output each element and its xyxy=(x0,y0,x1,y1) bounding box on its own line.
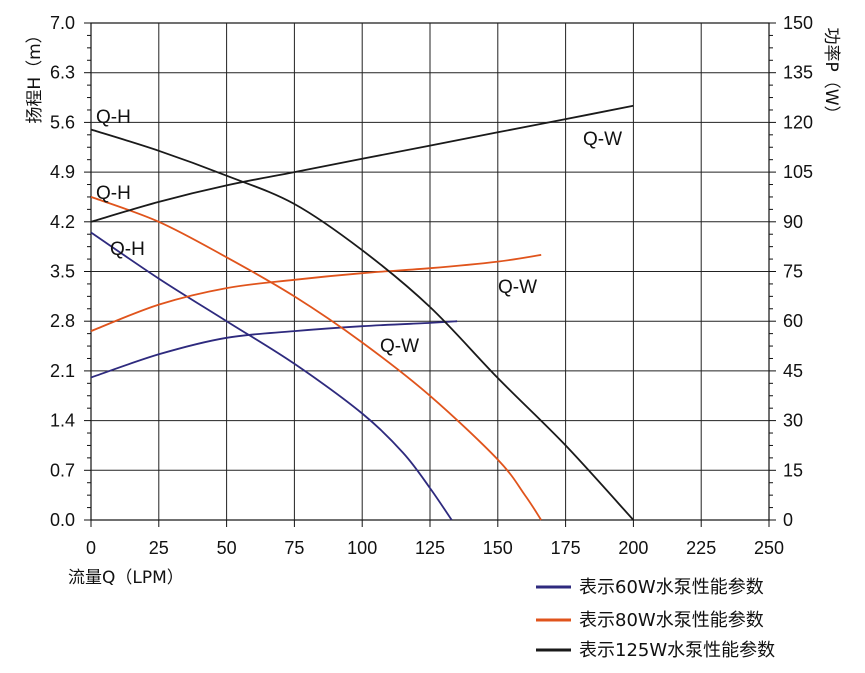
y-tick-label-left: 2.8 xyxy=(50,311,75,331)
x-tick-label: 150 xyxy=(483,538,513,558)
qh-label-60w: Q-H xyxy=(110,239,145,260)
y-tick-label-right: 60 xyxy=(783,311,803,331)
y-tick-label-left: 0.7 xyxy=(50,460,75,480)
y-tick-label-right: 105 xyxy=(783,162,813,182)
y-tick-label-right: 135 xyxy=(783,63,813,83)
x-axis-title: 流量Q（LPM） xyxy=(68,568,184,588)
y-axis-title-left: 扬程H（m） xyxy=(25,26,45,123)
axis-ticks: 0 25 50 75 100 125 150 175 200 225 250 0.0 0 0.7 15 1.4… xyxy=(50,13,813,558)
qw-curve-80w xyxy=(90,254,542,332)
y-axis-title-right: 功率P（W） xyxy=(821,27,841,122)
qh-curve-125w xyxy=(90,128,635,521)
y-tick-label-left: 5.6 xyxy=(50,112,75,132)
y-tick-label-right: 45 xyxy=(783,361,803,381)
legend-label-80w: 表示80W水泵性能参数 xyxy=(579,610,764,631)
qh-label-80w: Q-H xyxy=(96,183,131,204)
series-curves xyxy=(90,104,635,521)
x-tick-label: 50 xyxy=(217,538,237,558)
qw-label-80w: Q-W xyxy=(498,277,537,298)
qh-label-125w: Q-H xyxy=(96,107,131,128)
y-tick-label-right: 75 xyxy=(783,262,803,282)
y-tick-label-left: 2.1 xyxy=(50,361,75,381)
x-tick-label: 125 xyxy=(415,538,445,558)
legend-label-125w: 表示125W水泵性能参数 xyxy=(579,640,775,661)
x-tick-label: 250 xyxy=(754,538,784,558)
x-tick-label: 75 xyxy=(284,538,304,558)
legend: 表示60W水泵性能参数 表示80W水泵性能参数 表示125W水泵性能参数 xyxy=(536,577,775,661)
y-tick-label-left: 6.3 xyxy=(50,63,75,83)
x-tick-label: 225 xyxy=(686,538,716,558)
y-tick-label-right: 150 xyxy=(783,13,813,33)
y-tick-label-left: 4.9 xyxy=(50,162,75,182)
x-tick-label: 100 xyxy=(347,538,377,558)
x-tick-label: 175 xyxy=(551,538,581,558)
y-tick-label-left: 7.0 xyxy=(50,13,75,33)
y-tick-label-right: 30 xyxy=(783,411,803,431)
qh-curve-80w xyxy=(90,196,542,521)
qw-curve-125w xyxy=(90,104,634,223)
x-tick-label: 200 xyxy=(618,538,648,558)
y-tick-label-right: 15 xyxy=(783,460,803,480)
y-tick-label-left: 3.5 xyxy=(50,262,75,282)
x-tick-label: 0 xyxy=(86,538,96,558)
qw-label-60w: Q-W xyxy=(380,336,419,357)
qw-curve-60w xyxy=(90,320,458,379)
grid-lines xyxy=(90,22,770,521)
y-tick-label-left: 4.2 xyxy=(50,212,75,232)
x-tick-label: 25 xyxy=(149,538,169,558)
y-tick-label-left: 0.0 xyxy=(50,510,75,530)
qh-curve-60w xyxy=(90,231,453,521)
legend-label-60w: 表示60W水泵性能参数 xyxy=(579,577,764,598)
curve-labels: Q-H Q-H Q-H Q-W Q-W Q-W xyxy=(96,107,622,357)
y-tick-label-right: 0 xyxy=(783,510,793,530)
y-tick-label-right: 120 xyxy=(783,112,813,132)
qw-label-125w: Q-W xyxy=(583,129,622,150)
y-tick-label-right: 90 xyxy=(783,212,803,232)
y-tick-label-left: 1.4 xyxy=(50,411,75,431)
